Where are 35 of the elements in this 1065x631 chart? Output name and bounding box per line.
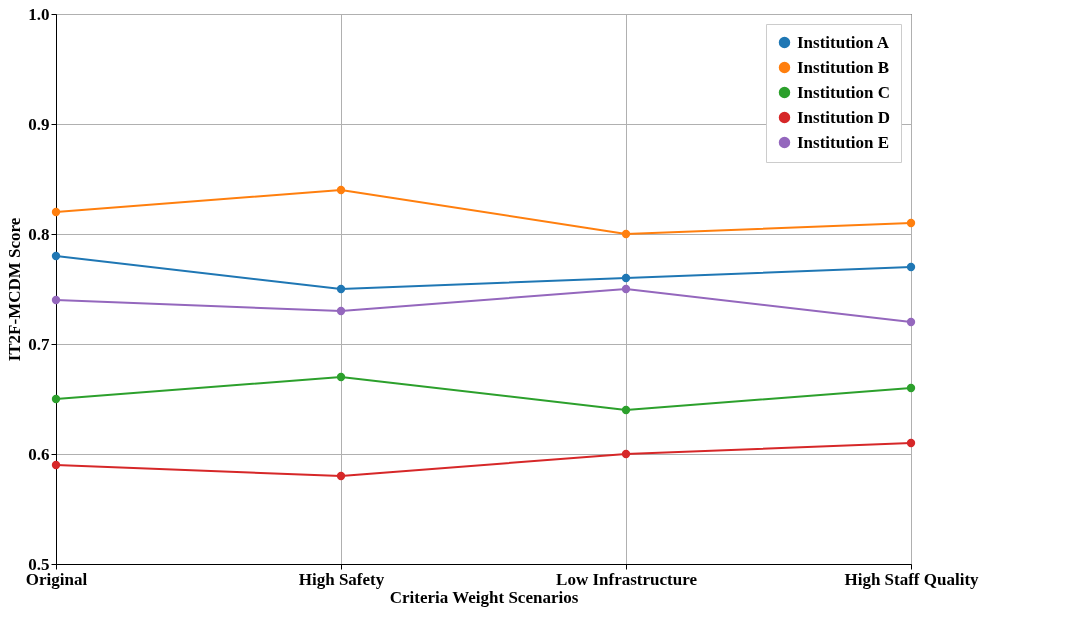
x-tick-label: High Safety <box>298 569 385 589</box>
point <box>621 405 631 415</box>
point <box>621 273 631 283</box>
point <box>336 471 346 481</box>
x-axis-title: Criteria Weight Scenarios <box>389 587 579 607</box>
legend-label: Institution C <box>797 82 891 102</box>
point <box>336 372 346 382</box>
point <box>336 306 346 316</box>
legend-label: Institution A <box>797 32 890 52</box>
point <box>336 284 346 294</box>
point <box>906 262 916 272</box>
point <box>906 438 916 448</box>
y-tick-label: 0.7 <box>28 334 50 354</box>
legend-label: Institution B <box>797 57 890 77</box>
point <box>51 251 61 261</box>
legend-label: Institution E <box>797 132 890 152</box>
point <box>906 317 916 327</box>
point <box>621 449 631 459</box>
point <box>51 394 61 404</box>
point <box>51 207 61 217</box>
x-tick-label: Low Infrastructure <box>556 569 698 589</box>
y-tick-label: 0.6 <box>28 444 50 464</box>
y-tick-label: 0.9 <box>28 114 50 134</box>
point <box>906 218 916 228</box>
point <box>336 185 346 195</box>
y-axis-title: IT2F-MCDM Score <box>5 217 25 362</box>
x-tick-label: High Staff Quality <box>844 569 980 589</box>
point <box>51 460 61 470</box>
legend-label: Institution D <box>797 107 891 127</box>
point <box>621 284 631 294</box>
y-tick-label: 1.0 <box>28 4 50 24</box>
y-tick-label: 0.8 <box>28 224 50 244</box>
point <box>621 229 631 239</box>
point <box>906 383 916 393</box>
point <box>51 295 61 305</box>
